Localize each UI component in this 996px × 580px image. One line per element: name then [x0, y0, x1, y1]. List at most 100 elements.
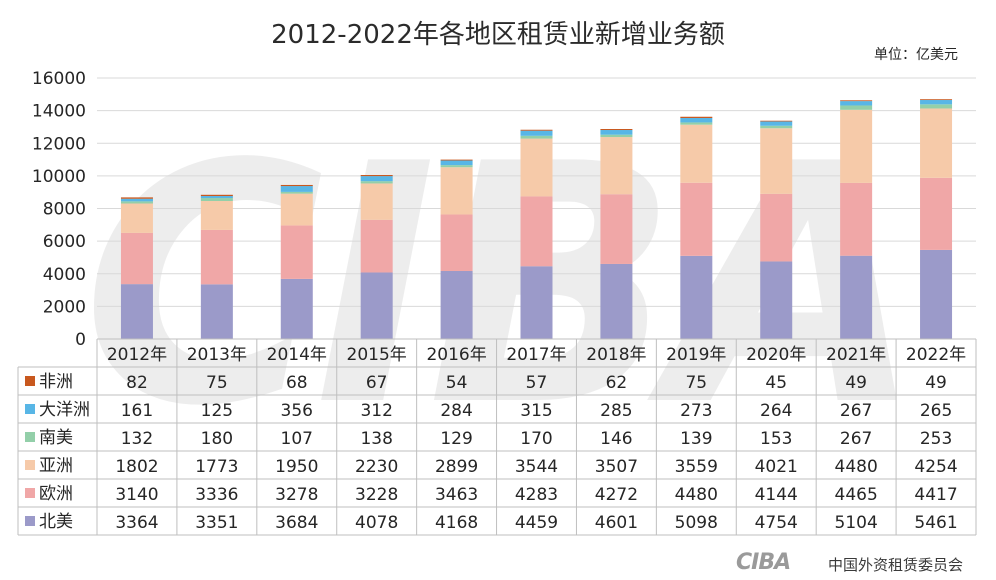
bar-segment — [920, 100, 953, 105]
data-table-cell: 107 — [281, 429, 313, 449]
legend-key — [25, 404, 35, 414]
data-table-cell: 356 — [281, 401, 313, 421]
bar-segment — [440, 159, 473, 161]
bar-segment — [600, 194, 633, 264]
bar-segment — [600, 130, 633, 135]
data-table-cell: 4078 — [355, 513, 398, 533]
x-category-label: 2021年 — [826, 345, 886, 365]
data-table-cell: 138 — [360, 429, 392, 449]
legend-label: 南美 — [39, 428, 73, 448]
data-table-cell: 57 — [526, 373, 548, 393]
data-table-cell: 1773 — [195, 457, 238, 477]
legend-label: 亚洲 — [39, 456, 73, 476]
bar-segment — [680, 116, 713, 118]
bar-segment — [360, 183, 393, 220]
bars-layer — [120, 99, 953, 339]
bar-segment — [280, 191, 313, 194]
data-table-cell: 273 — [680, 401, 712, 421]
data-table: 2012年 2013年 2014年 2015年 2016年 2017年 2018年 2019年… — [17, 338, 977, 536]
legend-key — [25, 460, 35, 470]
bar-segment — [760, 193, 793, 262]
data-table-cell: 3507 — [595, 457, 638, 477]
data-table-cell: 153 — [760, 429, 792, 449]
data-table-cell: 45 — [765, 373, 787, 393]
x-category-label: 2019年 — [666, 345, 726, 365]
data-table-cell: 4144 — [755, 485, 798, 505]
legend-key — [25, 432, 35, 442]
axis-layer: 0 2000 4000 6000 8000 10000 12000 14000 16000 — [32, 69, 86, 350]
bar-segment — [120, 198, 153, 202]
bar-segment — [600, 134, 633, 138]
data-table-cell: 62 — [606, 373, 628, 393]
data-table-cell: 2230 — [355, 457, 398, 477]
data-table-cell: 3544 — [515, 457, 558, 477]
data-table-cell: 5104 — [835, 513, 878, 533]
bar-segment — [440, 214, 473, 272]
y-tick-label: 0 — [75, 330, 86, 350]
x-category-label: 2016年 — [426, 345, 486, 365]
data-table-cell: 82 — [126, 373, 148, 393]
bar-segment — [840, 109, 873, 183]
bar-segment — [680, 182, 713, 256]
bar-segment — [680, 117, 713, 123]
data-table-cell: 139 — [680, 429, 712, 449]
y-tick-label: 8000 — [43, 200, 86, 220]
data-table-cell: 1802 — [115, 457, 158, 477]
data-table-cell: 4601 — [595, 513, 638, 533]
x-category-label: 2020年 — [746, 345, 806, 365]
data-table-cell: 4283 — [515, 485, 558, 505]
data-table-cell: 3463 — [435, 485, 478, 505]
bar-segment — [440, 160, 473, 166]
bar-segment — [280, 278, 313, 339]
bar-segment — [680, 124, 713, 183]
bar-segment — [520, 130, 553, 136]
data-table-cell: 285 — [600, 401, 632, 421]
data-table-cell: 264 — [760, 401, 792, 421]
bar-segment — [120, 203, 153, 233]
data-table-cell: 180 — [201, 429, 233, 449]
bar-segment — [680, 122, 713, 125]
x-category-label: 2014年 — [267, 345, 327, 365]
bar-segment — [360, 272, 393, 339]
data-table-cell: 5098 — [675, 513, 718, 533]
bar-segment — [760, 261, 793, 339]
data-table-cell: 4754 — [755, 513, 798, 533]
data-table-cell: 125 — [201, 401, 233, 421]
bar-segment — [840, 105, 873, 110]
bar-segment — [760, 121, 793, 126]
data-table-cell: 4480 — [835, 457, 878, 477]
bar-segment — [280, 225, 313, 279]
legend-label: 非洲 — [39, 372, 73, 392]
bar-segment — [600, 129, 633, 131]
bar-segment — [520, 135, 553, 139]
x-category-label: 2013年 — [187, 345, 247, 365]
bar-segment — [440, 271, 473, 339]
data-table-cell: 1950 — [275, 457, 318, 477]
data-table-cell: 267 — [840, 429, 872, 449]
data-table-cell: 3278 — [275, 485, 318, 505]
x-category-label: 2015年 — [347, 345, 407, 365]
legend-label: 北美 — [39, 512, 73, 532]
data-table-cell: 4417 — [914, 485, 957, 505]
bar-segment — [840, 101, 873, 106]
bar-segment — [360, 219, 393, 273]
bar-segment — [680, 255, 713, 339]
legend-label: 欧洲 — [39, 484, 73, 504]
data-table-cell: 3336 — [195, 485, 238, 505]
data-table-cell: 284 — [440, 401, 472, 421]
bar-segment — [120, 284, 153, 339]
data-table-cell: 170 — [520, 429, 552, 449]
ciba-logo-mark: CIBA — [736, 550, 791, 575]
legend-label: 大洋洲 — [39, 400, 90, 420]
data-table-cell: 2899 — [435, 457, 478, 477]
bar-segment — [120, 232, 153, 285]
data-table-cell: 4459 — [515, 513, 558, 533]
bar-segment — [200, 194, 233, 197]
legend-key — [25, 516, 35, 526]
y-tick-label: 16000 — [32, 69, 86, 89]
data-table-cell: 3684 — [275, 513, 318, 533]
bar-segment — [920, 249, 953, 339]
bar-segment — [200, 200, 233, 230]
